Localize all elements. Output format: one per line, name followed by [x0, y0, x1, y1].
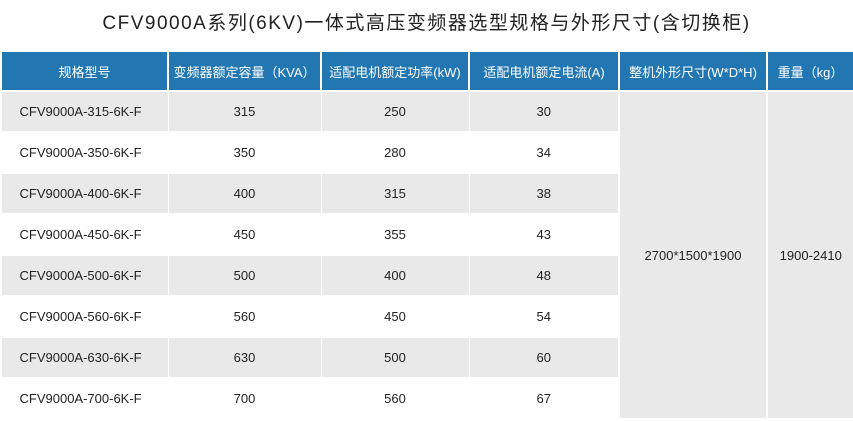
cell: 400: [167, 172, 322, 215]
header-row: 规格型号 变频器额定容量（KVA） 适配电机额定功率(kW) 适配电机额定电流(A) 整…: [0, 52, 853, 91]
header-cell: 变频器额定容量（KVA）: [167, 52, 322, 91]
cell: 43: [468, 213, 620, 256]
row: CFV9000A-450-6K-F 450 355 43: [0, 213, 853, 256]
cell: CFV9000A-450-6K-F: [0, 213, 169, 256]
cell: 560: [320, 377, 470, 419]
cell: 315: [320, 172, 470, 215]
row: CFV9000A-700-6K-F 700 560 67: [0, 377, 853, 419]
cell: 280: [320, 131, 470, 174]
cell: 60: [468, 336, 620, 379]
row: CFV9000A-560-6K-F 560 450 54: [0, 295, 853, 338]
cell: 315: [167, 90, 322, 133]
weight-cell: 1900-2410: [766, 90, 853, 419]
cell: CFV9000A-630-6K-F: [0, 336, 169, 379]
cell: 500: [320, 336, 470, 379]
cell: 30: [468, 90, 620, 133]
cell: CFV9000A-315-6K-F: [0, 90, 169, 133]
cell: CFV9000A-400-6K-F: [0, 172, 169, 215]
cell: CFV9000A-350-6K-F: [0, 131, 169, 174]
cell: 350: [167, 131, 322, 174]
cell: 54: [468, 295, 620, 338]
cell: 250: [320, 90, 470, 133]
row: CFV9000A-400-6K-F 400 315 38: [0, 172, 853, 215]
header-cell: 适配电机额定电流(A): [468, 52, 620, 91]
cell: 38: [468, 172, 620, 215]
cell: 400: [320, 254, 470, 297]
header-cell: 整机外形尺寸(W*D*H): [618, 52, 768, 91]
cell: CFV9000A-700-6K-F: [0, 377, 169, 419]
cell: 500: [167, 254, 322, 297]
cell: 67: [468, 377, 620, 419]
row: CFV9000A-350-6K-F 350 280 34: [0, 131, 853, 174]
row: CFV9000A-630-6K-F 630 500 60: [0, 336, 853, 379]
spec-table: 规格型号 变频器额定容量（KVA） 适配电机额定功率(kW) 适配电机额定电流(A) 整…: [0, 52, 853, 419]
cell: 560: [167, 295, 322, 338]
cell: 700: [167, 377, 322, 419]
cell: 450: [320, 295, 470, 338]
header-cell: 重量（kg）: [766, 52, 853, 91]
header-cell: 适配电机额定功率(kW): [320, 52, 470, 91]
size-cell: 2700*1500*1900: [618, 90, 768, 419]
cell: 48: [468, 254, 620, 297]
header-cell: 规格型号: [0, 52, 169, 91]
cell: 34: [468, 131, 620, 174]
cell: CFV9000A-500-6K-F: [0, 254, 169, 297]
cell: CFV9000A-560-6K-F: [0, 295, 169, 338]
cell: 450: [167, 213, 322, 256]
title: CFV9000A系列(6KV)一体式高压变频器选型规格与外形尺寸(含切换柜): [102, 13, 751, 34]
cell: 355: [320, 213, 470, 256]
row: CFV9000A-500-6K-F 500 400 48: [0, 254, 853, 297]
table-body: CFV9000A-315-6K-F 315 250 30 2700*1500*1900 1…: [0, 90, 853, 419]
row: CFV9000A-315-6K-F 315 250 30 2700*1500*1900 1…: [0, 90, 853, 419]
cell: 630: [167, 336, 322, 379]
